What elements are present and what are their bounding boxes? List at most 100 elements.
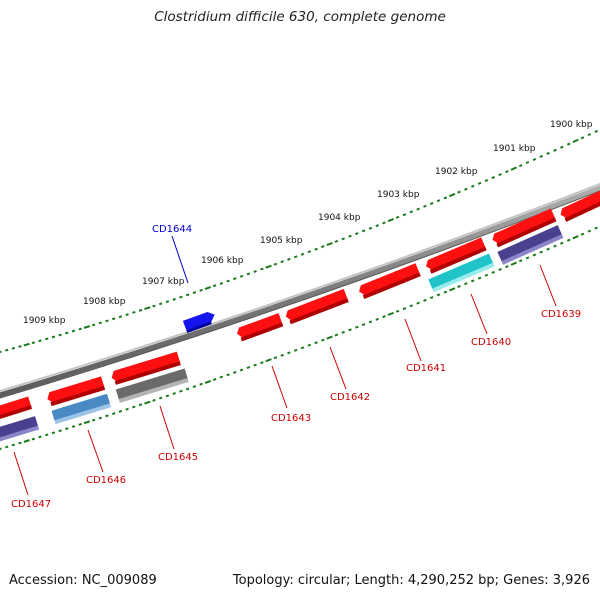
gene-label-cd1642[interactable]: CD1642 <box>330 392 370 403</box>
cds-cd1643-forward[interactable] <box>235 313 284 342</box>
lower-scale-tick <box>165 394 170 398</box>
lower-scale-tick <box>192 385 197 389</box>
lower-scale-tick <box>23 439 30 443</box>
upper-scale-tick <box>158 302 163 306</box>
lower-scale-tick <box>51 431 56 435</box>
cds-cd1642-forward[interactable] <box>284 288 349 325</box>
lower-scale-tick <box>18 441 22 445</box>
upper-scale-tick <box>185 293 190 297</box>
lower-scale-tick <box>65 427 69 431</box>
cds-cd1644-forward[interactable] <box>182 310 218 334</box>
upper-scale-tick <box>368 226 373 230</box>
lower-scale-tick <box>436 293 441 297</box>
upper-scale-tick <box>402 213 407 217</box>
upper-scale-tick <box>83 325 91 329</box>
lower-scale-tick <box>498 267 502 272</box>
scale-label-1907: 1907 kbp <box>142 277 185 287</box>
upper-scale-tick <box>78 327 82 331</box>
upper-scale-tick <box>464 187 468 191</box>
cds-cd1645-reverse[interactable] <box>115 368 189 403</box>
lower-scale-tick <box>118 409 123 413</box>
lower-scale-tick <box>152 398 156 402</box>
cds-cd1647-reverse[interactable] <box>0 416 40 447</box>
gene-label-cd1644[interactable]: CD1644 <box>152 224 192 235</box>
scale-label-1901: 1901 kbp <box>493 144 536 154</box>
cds-cd1646-reverse[interactable] <box>51 393 112 425</box>
gene-label-cd1639[interactable]: CD1639 <box>541 309 581 320</box>
lower-scale-tick <box>300 346 305 350</box>
lower-scale-tick <box>219 375 224 379</box>
cds-cd1640-forward[interactable] <box>424 237 487 274</box>
lower-scale-tick <box>138 403 143 407</box>
cds-cd1639-forward[interactable] <box>490 208 557 249</box>
upper-scale-tick <box>321 245 325 249</box>
upper-scale-tick <box>199 288 203 292</box>
lower-scale-tick <box>4 445 9 449</box>
upper-scale-tick <box>280 260 284 264</box>
scale-ticks-lower <box>0 226 598 451</box>
upper-scale-tick <box>219 281 224 285</box>
scale-label-1906: 1906 kbp <box>201 256 244 266</box>
upper-scale-tick <box>546 151 550 155</box>
upper-scale-tick <box>580 136 585 140</box>
upper-scale-tick <box>253 270 257 273</box>
lower-scale-tick <box>443 290 448 294</box>
cds-cd1646-forward[interactable] <box>46 376 106 407</box>
cds-cd1641-forward[interactable] <box>357 263 421 300</box>
lower-scale-tick <box>525 256 530 260</box>
upper-scale-tick <box>98 321 103 325</box>
lower-scale-tick <box>307 343 312 347</box>
gene-label-cd1643[interactable]: CD1643 <box>271 413 311 424</box>
lower-scale-tick <box>387 311 394 316</box>
cds-next-forward[interactable] <box>558 183 600 223</box>
lower-scale-tick <box>423 298 427 302</box>
leader-cd1645 <box>159 405 175 450</box>
upper-scale-tick <box>105 319 109 323</box>
lower-scale-tick <box>382 315 386 319</box>
lower-scale-tick <box>71 425 76 428</box>
scale-label-1904: 1904 kbp <box>318 213 361 223</box>
upper-scale-tick <box>38 339 42 343</box>
upper-scale-tick <box>165 300 170 304</box>
cds-cd1647-forward[interactable] <box>0 396 33 426</box>
lower-scale-tick <box>253 363 257 367</box>
cds-cd1639-reverse[interactable] <box>497 225 564 265</box>
gene-label-cd1646[interactable]: CD1646 <box>86 475 126 486</box>
lower-scale-tick <box>457 285 461 288</box>
upper-scale-tick <box>484 178 489 183</box>
cds-cd1645-forward[interactable] <box>110 351 181 386</box>
upper-scale-tick <box>125 313 129 317</box>
upper-scale-tick <box>239 274 244 278</box>
lower-scale-tick <box>409 304 414 308</box>
cds-cd1640-reverse[interactable] <box>428 253 495 293</box>
gene-label-cd1645[interactable]: CD1645 <box>158 452 198 463</box>
upper-scale-tick <box>355 232 359 236</box>
upper-scale-tick <box>111 317 116 321</box>
lower-scale-tick <box>233 370 237 374</box>
gene-label-cd1641[interactable]: CD1641 <box>406 363 446 374</box>
accession-info: Accession: NC_009089 <box>9 573 157 588</box>
lower-scale-tick <box>566 238 571 242</box>
upper-scale-tick <box>395 215 400 219</box>
leader-cd1644 <box>171 235 189 284</box>
upper-scale-tick <box>260 267 264 271</box>
genome-backbone <box>0 182 600 399</box>
gene-label-cd1647[interactable]: CD1647 <box>11 499 51 510</box>
upper-scale-tick <box>287 257 291 261</box>
upper-scale-tick <box>532 157 537 162</box>
lower-scale-tick <box>144 400 151 405</box>
lower-scale-tick <box>172 392 176 395</box>
lower-scale-tick <box>321 338 325 342</box>
upper-scale-tick <box>273 262 278 266</box>
upper-scale-tick <box>539 154 543 158</box>
lower-scale-tick <box>464 282 468 286</box>
gene-label-cd1640[interactable]: CD1640 <box>471 337 511 348</box>
scale-label-1903: 1903 kbp <box>377 190 420 200</box>
lower-scale-tick <box>553 244 557 248</box>
upper-scale-tick <box>138 308 143 312</box>
lower-scale-tick <box>226 373 230 377</box>
upper-scale-tick <box>152 304 156 308</box>
lower-scale-tick <box>179 389 183 393</box>
scale-ticks-upper <box>0 129 598 354</box>
